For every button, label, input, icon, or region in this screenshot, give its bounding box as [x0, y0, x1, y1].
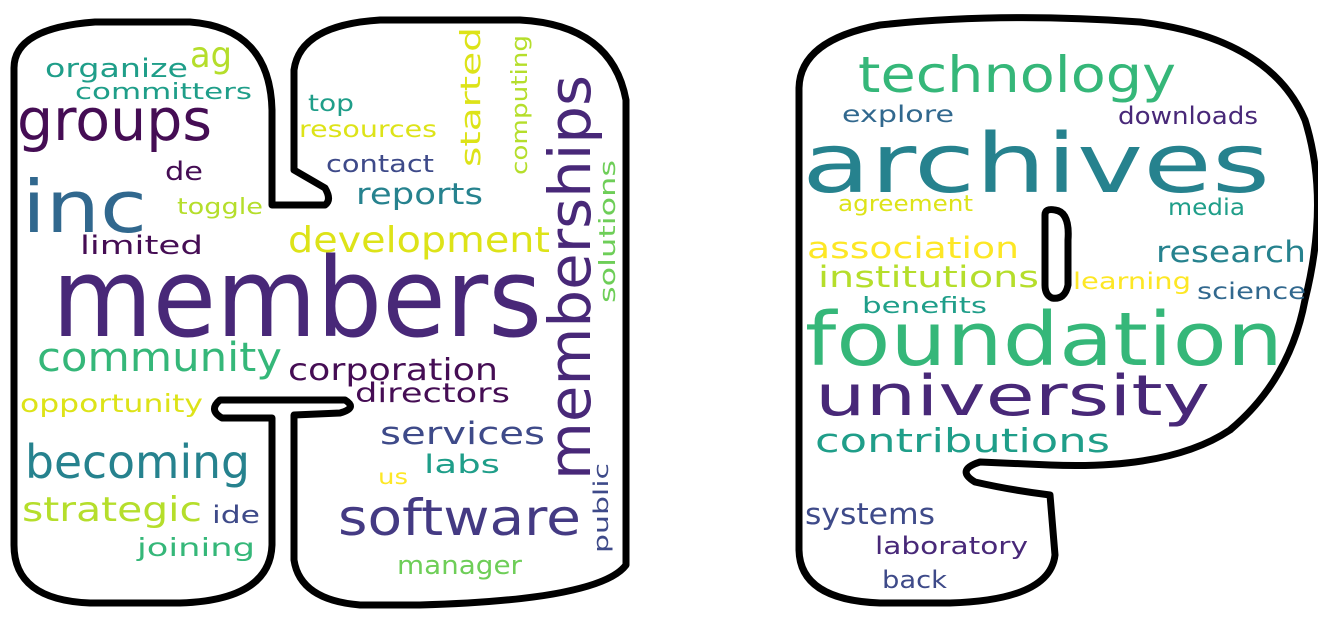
- word-institutions: institutions: [818, 260, 1039, 294]
- word-toggle: toggle: [177, 195, 263, 220]
- letter-h-outline: [10, 16, 630, 609]
- word-systems: systems: [805, 497, 935, 531]
- word-corporation: corporation: [288, 353, 498, 388]
- word-becoming: becoming: [25, 435, 250, 489]
- word-software: software: [338, 489, 581, 547]
- word-memberships: memberships: [536, 75, 604, 480]
- word-top: top: [308, 91, 354, 117]
- word-organize: organize: [45, 54, 188, 84]
- word-solutions: solutions: [596, 160, 621, 303]
- word-research: research: [1156, 235, 1306, 269]
- word-downloads: downloads: [1118, 102, 1258, 130]
- word-explore: explore: [842, 102, 954, 128]
- word-members: members: [52, 234, 542, 362]
- letter-p-outline: [795, 14, 1318, 607]
- word-ag: ag: [190, 35, 232, 76]
- word-resources: resources: [299, 117, 437, 143]
- word-laboratory: laboratory: [875, 532, 1028, 560]
- word-reports: reports: [356, 177, 483, 211]
- word-learning: learning: [1073, 269, 1191, 295]
- word-groups: groups: [17, 86, 212, 154]
- word-labs: labs: [424, 450, 500, 480]
- word-science: science: [1197, 279, 1306, 305]
- word-media: media: [1168, 195, 1245, 221]
- words-layer: members memberships groups inc software …: [17, 27, 1306, 594]
- word-technology: technology: [858, 46, 1176, 104]
- word-association: association: [807, 231, 1019, 265]
- word-computing: computing: [508, 35, 533, 175]
- word-directors: directors: [355, 378, 510, 409]
- word-university: university: [815, 364, 1210, 429]
- word-us: us: [378, 465, 408, 489]
- word-archives: archives: [802, 117, 1270, 212]
- word-strategic: strategic: [22, 490, 202, 530]
- word-back: back: [882, 566, 947, 594]
- word-contributions: contributions: [815, 421, 1110, 460]
- word-development: development: [288, 220, 550, 261]
- word-community: community: [37, 335, 282, 381]
- word-joining: joining: [136, 533, 255, 562]
- word-de: de: [165, 157, 203, 187]
- word-manager: manager: [397, 551, 522, 581]
- word-committers: committers: [75, 80, 252, 105]
- word-services: services: [380, 416, 545, 452]
- word-opportunity: opportunity: [20, 389, 203, 418]
- word-started: started: [454, 27, 487, 167]
- word-inc: inc: [22, 165, 147, 249]
- word-foundation: foundation: [805, 297, 1283, 383]
- word-agreement: agreement: [838, 192, 973, 217]
- word-benefits: benefits: [862, 294, 987, 319]
- word-ide: ide: [212, 501, 260, 529]
- word-public: public: [589, 463, 613, 553]
- word-limited: limited: [80, 231, 203, 261]
- word-contact: contact: [326, 150, 434, 178]
